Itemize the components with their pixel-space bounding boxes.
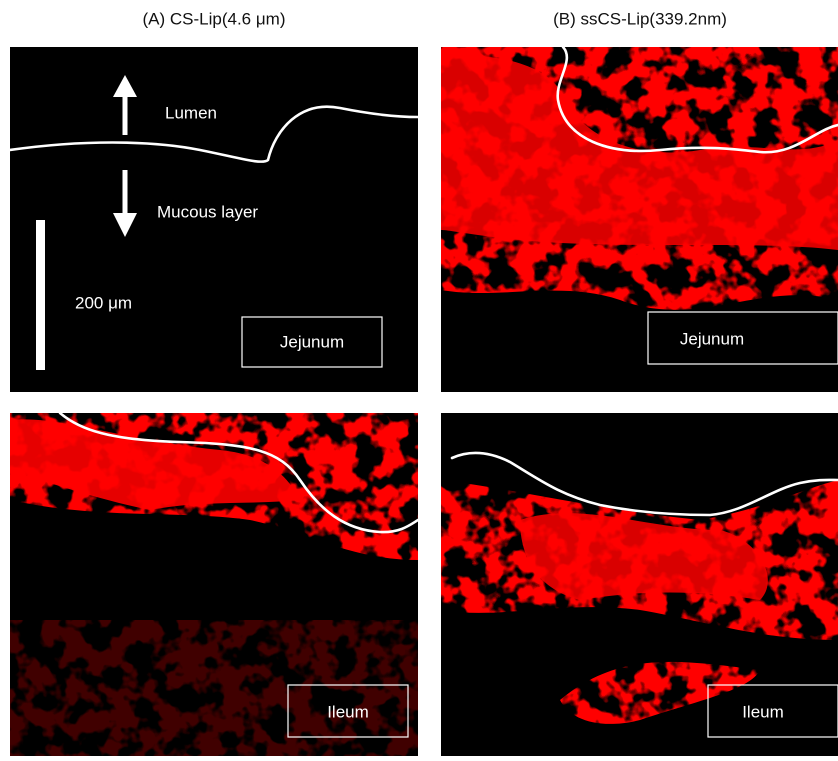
panel-label: Ileum (742, 702, 784, 721)
panel-label: Ileum (327, 702, 369, 721)
image-panel: Ileum (441, 413, 838, 756)
panel-label: Jejunum (280, 332, 344, 351)
page: {"columns": [{"title": "(A) CS-Lip(4.6 μ… (0, 0, 838, 756)
annotation: Mucous layer (157, 202, 258, 221)
annotation: Lumen (165, 103, 217, 122)
panel-label: Jejunum (680, 329, 744, 348)
image-panel: Ileum (10, 413, 418, 756)
figure: (A) CS-Lip(4.6 μm) (B) ssCS-Lip(339.2nm)… (0, 0, 838, 756)
column-title: (B) ssCS-Lip(339.2nm) (553, 9, 727, 28)
image-panel: Lumen Mucous layer 200 μm Jejunum (10, 47, 418, 392)
scale-label: 200 μm (75, 293, 132, 312)
image-panel: Jejunum (441, 47, 838, 392)
column-title: (A) CS-Lip(4.6 μm) (143, 9, 286, 28)
